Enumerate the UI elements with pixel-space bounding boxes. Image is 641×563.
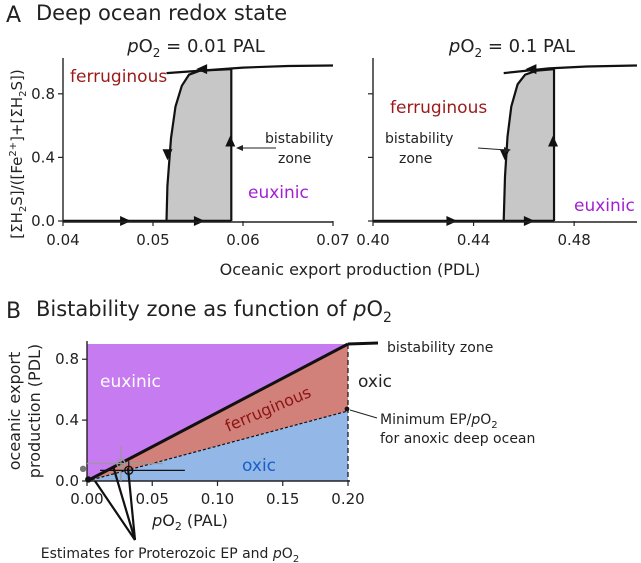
bistability-zone-annotation: bistability zone: [387, 340, 493, 356]
euxinic-label: euxinic: [100, 372, 161, 392]
arrow-lower-zone: [193, 216, 205, 226]
y-tick-label: 0.8: [31, 85, 55, 103]
euxinic-label: euxinic: [248, 183, 309, 203]
x-tick-label: 0.07: [316, 231, 349, 249]
panel-a-left-title: pO2 = 0.01 PAL: [126, 36, 265, 60]
bistability-label-line1: bistability: [265, 131, 333, 147]
bistability-pointer-head: [504, 147, 511, 153]
euxinic-label: euxinic: [574, 196, 635, 216]
arrow-lower-branch: [120, 216, 132, 226]
panel-a-letter: A: [6, 3, 21, 28]
x-tick-label: 0.40: [356, 231, 389, 249]
bistability-label-line2: zone: [399, 151, 432, 167]
panel-b-chart: 0.00 0.05 0.10 0.15 0.200.00.40.8 euxinic fe…: [5, 340, 535, 563]
x-tick-label: 0.48: [557, 231, 590, 249]
arrow-separatrix: [499, 149, 510, 161]
arrow-upper: [525, 64, 537, 75]
y-tick-label: 0.4: [55, 411, 79, 429]
x-tick-label: 0.10: [201, 490, 234, 508]
x-tick-label: 0.44: [457, 231, 490, 249]
y-tick-label: 0.8: [55, 350, 79, 368]
panel-a-xlabel: Oceanic export production (PDL): [220, 260, 481, 279]
bistability-zone-leader: [347, 341, 379, 346]
x-tick-label: 0.05: [136, 231, 169, 249]
upper-branch-line: [166, 64, 334, 75]
panel-a-right-title: pO2 = 0.1 PAL: [448, 36, 575, 60]
arrow-lower-zone: [523, 216, 535, 226]
estimate-point: [79, 465, 87, 473]
minimum-ep-marker: [344, 406, 350, 412]
bistability-upper-boundary: [86, 342, 349, 483]
estimates-leader-1: [111, 465, 137, 541]
bistability-label-line2: zone: [278, 151, 311, 167]
x-tick-label: 0.15: [266, 490, 299, 508]
panel-b-xlabel: pO2 (PAL): [151, 511, 228, 533]
oxic-label-right: oxic: [358, 372, 392, 392]
arrow-lower-branch: [446, 216, 458, 226]
estimate-point: [116, 458, 126, 469]
arrow-right-edge: [548, 135, 559, 147]
bistability-zone-shade: [166, 69, 232, 221]
bistability-zone-shade: [503, 69, 555, 221]
minimum-ep-annotation-line1: Minimum EP/pO2: [380, 412, 498, 431]
minimum-ep-pointer: [349, 409, 378, 419]
estimates-leader-3: [94, 480, 136, 541]
bistability-label-line1: bistability: [385, 131, 453, 147]
x-tick-label: 0.20: [331, 490, 364, 508]
panel-b-letter: B: [6, 299, 21, 324]
panel-a-left-chart: pO2 = 0.01 PAL 0.04 0.05 0.06 0.07 0.0 0.4 0.8…: [31, 36, 350, 249]
y-tick-label: 0.0: [55, 472, 79, 490]
estimate-point: [85, 476, 92, 483]
oxic-label-lower: oxic: [242, 456, 276, 476]
bistability-pointer: [477, 147, 507, 151]
estimates-leader-2: [126, 467, 137, 541]
y-tick-label: 0.0: [31, 212, 55, 230]
panel-b-ylabel-line2: production (PDL): [25, 344, 44, 478]
arrow-upper: [196, 64, 208, 75]
estimates-annotation: Estimates for Proterozoic EP and pO2: [41, 546, 299, 563]
ferruginous-label: ferruginous: [70, 67, 167, 87]
arrow-separatrix: [162, 149, 173, 161]
panel-a-right-chart: pO2 = 0.1 PAL 0.40 0.44 0.48 ferruginous e…: [356, 36, 638, 249]
x-tick-label: 0.06: [226, 231, 259, 249]
ferruginous-label: ferruginous: [390, 98, 487, 118]
bistability-pointer-head: [236, 145, 243, 151]
anoxic-lower-boundary: [86, 410, 349, 482]
x-tick-label: 0.05: [136, 490, 169, 508]
panel-a-ylabel: [ΣH2S]/([Fe2+]+[ΣH2S]): [8, 69, 29, 239]
x-tick-label: 0.04: [46, 231, 79, 249]
upper-branch-line: [503, 64, 638, 75]
arrow-right-edge: [225, 135, 236, 147]
panel-a-title: Deep ocean redox state: [36, 1, 287, 25]
minimum-ep-annotation-line2: for anoxic deep ocean: [380, 431, 535, 447]
panel-b-ylabel-line1: oceanic export: [5, 352, 24, 471]
y-tick-label: 0.4: [31, 148, 55, 166]
panel-b-title: Bistability zone as function of pO2: [36, 297, 392, 326]
x-tick-label: 0.00: [70, 490, 103, 508]
